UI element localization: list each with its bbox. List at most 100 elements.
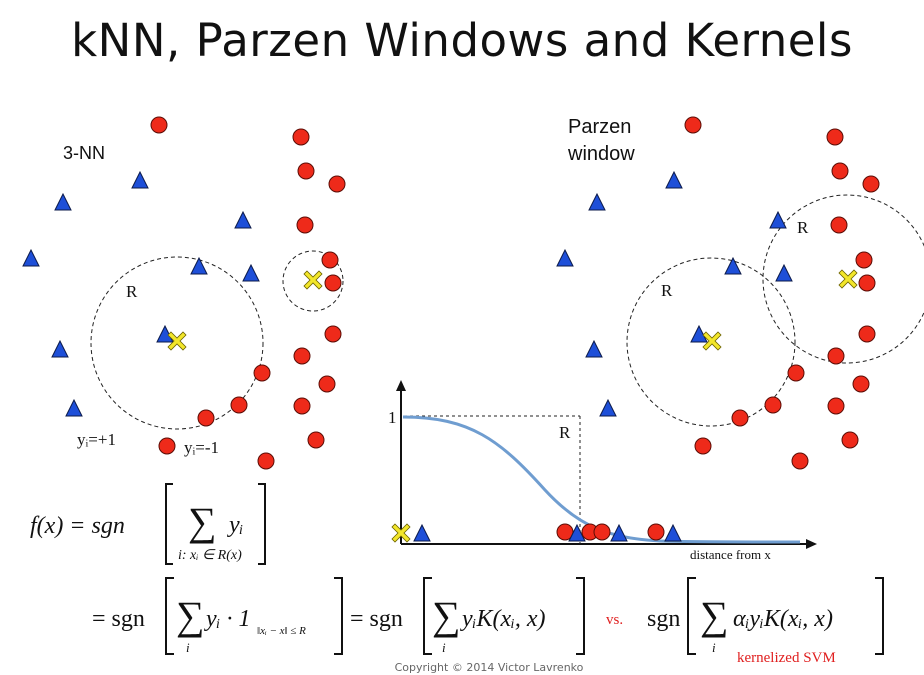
positive-point [665, 170, 683, 189]
knn-label: 3-NN [63, 143, 106, 163]
sigma-symbol: ∑ [188, 499, 217, 544]
formula-index: i [712, 640, 716, 655]
negative-point [852, 375, 870, 393]
negative-point [197, 409, 215, 427]
knn-radius-label: R [126, 282, 138, 301]
negative-point [647, 523, 665, 541]
negative-point [684, 116, 702, 134]
positive-point [22, 248, 40, 267]
parzen-radius-label-a: R [661, 281, 673, 300]
negative-point [293, 397, 311, 415]
negative-point [593, 523, 611, 541]
sigma-symbol: ∑ [176, 593, 205, 638]
negative-point [324, 274, 342, 292]
positive-point [413, 523, 431, 542]
positive-point [690, 324, 708, 343]
negative-point [230, 396, 248, 414]
bracket-right [334, 577, 343, 655]
negative-point [858, 274, 876, 292]
formula-indicator-sub: ‖xᵢ − x‖ ≤ R [257, 625, 306, 637]
knn-positive-points [22, 170, 260, 417]
sigma-symbol: ∑ [700, 593, 729, 638]
bracket-left [423, 577, 432, 655]
bracket-right [576, 577, 585, 655]
formula-vs: vs. [606, 612, 623, 628]
negative-point [297, 162, 315, 180]
positive-point [51, 339, 69, 358]
positive-point [556, 248, 574, 267]
negative-legend: yᵢ=-1 [184, 438, 219, 457]
negative-point [150, 116, 168, 134]
negative-point [328, 175, 346, 193]
query-point-x [167, 331, 187, 351]
positive-legend: yᵢ=+1 [77, 430, 116, 449]
negative-point [791, 452, 809, 470]
negative-point [841, 431, 859, 449]
left-panel: R [22, 116, 346, 470]
positive-point [664, 523, 682, 542]
kernel-x-arrow [806, 539, 817, 549]
formula-index: i [442, 640, 446, 655]
bracket-right [875, 577, 884, 655]
positive-point [775, 263, 793, 282]
negative-point [831, 162, 849, 180]
svm-label: kernelized SVM [737, 650, 836, 666]
query-point-x [303, 270, 323, 290]
negative-point [858, 325, 876, 343]
negative-point [830, 216, 848, 234]
negative-legend-marker [158, 437, 176, 455]
negative-point [787, 364, 805, 382]
bracket-right [258, 483, 266, 565]
negative-point [292, 128, 310, 146]
copyright: Copyright © 2014 Victor Lavrenko [394, 661, 584, 674]
positive-point [54, 192, 72, 211]
kernel-plot: 1 R distance from x [388, 380, 817, 562]
positive-point [131, 170, 149, 189]
positive-point [599, 398, 617, 417]
positive-point [190, 256, 208, 275]
formula-yi: yᵢ [227, 512, 243, 538]
negative-point [253, 364, 271, 382]
positive-point [769, 210, 787, 229]
formula-indicator-term: yᵢ · 1 [204, 606, 250, 632]
parzen-window-circle [626, 257, 796, 427]
negative-point [764, 396, 782, 414]
negative-point [324, 325, 342, 343]
negative-point [731, 409, 749, 427]
positive-point [724, 256, 742, 275]
positive-point [234, 210, 252, 229]
negative-point [318, 375, 336, 393]
positive-point [610, 523, 628, 542]
formula-sum-sub: i: xᵢ ∈ R(x) [178, 548, 242, 563]
formula-svm-term: αᵢyᵢK(xᵢ, x) [733, 606, 833, 632]
slide-title: kNN, Parzen Windows and Kernels [71, 14, 853, 67]
formula-index: i [186, 640, 190, 655]
negative-point [855, 251, 873, 269]
formula-kernel-term: yᵢK(xᵢ, x) [460, 606, 546, 632]
knn-negative-points [150, 116, 346, 470]
kernel-y-arrow [396, 380, 406, 391]
parzen-label-line2: window [568, 143, 635, 165]
positive-point [588, 192, 606, 211]
bracket-left [165, 483, 173, 565]
negative-point [293, 347, 311, 365]
kernel-curve [402, 415, 801, 544]
knn-small-circle [282, 250, 344, 312]
bracket-left [687, 577, 696, 655]
parzen-positive-points [556, 170, 793, 417]
positive-point [585, 339, 603, 358]
negative-point [321, 251, 339, 269]
negative-point [862, 175, 880, 193]
negative-point [827, 347, 845, 365]
positive-point [65, 398, 83, 417]
formula-eq-sgn-2: = sgn [350, 606, 403, 632]
parzen-negative-points [684, 116, 880, 470]
formula-fx: f(x) = sgn [30, 513, 125, 539]
kernel-x-label: distance from x [690, 547, 771, 562]
sigma-symbol: ∑ [432, 593, 461, 638]
parzen-radius-label-b: R [797, 218, 809, 237]
knn-radius-circle [90, 256, 264, 430]
negative-point [827, 397, 845, 415]
